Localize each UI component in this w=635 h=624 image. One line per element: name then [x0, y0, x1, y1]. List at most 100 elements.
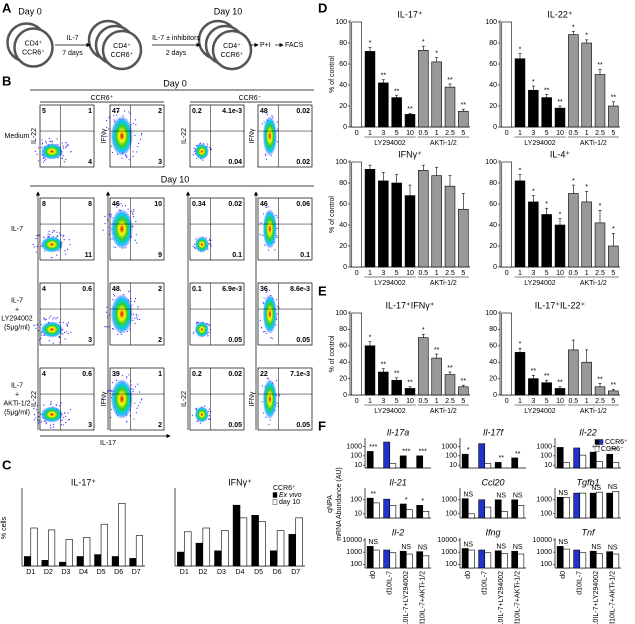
chart-title: IFNγ⁺ [398, 149, 422, 159]
event-dot [265, 112, 268, 114]
event-dot [36, 234, 38, 237]
event-dot [33, 408, 35, 410]
x-tick-label: D6 [114, 569, 123, 576]
event-dot [33, 325, 35, 327]
event-dot [39, 241, 41, 243]
event-dot [62, 147, 65, 149]
legend-title: CCR6⁺ [273, 485, 296, 492]
x-tick-label: d10IL-7+LY294002 [498, 571, 505, 624]
event-dot [35, 251, 37, 253]
bar [514, 58, 526, 128]
event-dot [132, 388, 134, 391]
event-dot [133, 215, 135, 218]
event-dot [207, 335, 209, 337]
significance: ** [461, 378, 467, 385]
event-dot [35, 237, 37, 240]
bar [269, 550, 278, 567]
bar [83, 537, 91, 567]
event-dot [110, 408, 113, 411]
bar [378, 180, 389, 268]
bar [562, 548, 570, 569]
event-dot [194, 246, 196, 249]
event-dot [132, 213, 134, 215]
event-dot [134, 322, 136, 325]
bar [581, 42, 592, 128]
bar [195, 542, 204, 567]
significance: ** [381, 73, 387, 80]
step-label: 7 days [62, 50, 83, 57]
significance: *** [609, 447, 617, 454]
event-dot [66, 324, 68, 326]
event-dot [61, 157, 63, 159]
event-dot [56, 231, 58, 233]
legend-swatch [272, 492, 278, 498]
bar [444, 86, 456, 128]
event-dot [119, 289, 121, 291]
event-dot [45, 158, 47, 160]
significance: NS [463, 541, 473, 548]
significance: NS [558, 490, 568, 497]
significance: NS [418, 545, 428, 552]
significance: ** [434, 347, 440, 354]
x-tick-label: D1 [180, 569, 189, 576]
event-dot [202, 159, 204, 161]
event-dot [264, 331, 266, 333]
event-dot [50, 402, 52, 404]
significance: * [519, 341, 522, 348]
bar [494, 499, 502, 519]
chart-title: Il-17a [387, 427, 410, 437]
y-tick-label: 100 [350, 453, 362, 460]
x-tick-label: d0 [370, 571, 377, 579]
chart-title: IL-17⁺ [397, 9, 423, 19]
event-dot [110, 416, 112, 419]
significance: ** [544, 373, 550, 380]
event-dot [62, 145, 64, 147]
density [40, 321, 63, 338]
event-dot [127, 208, 129, 210]
bar [568, 34, 579, 128]
event-dot [115, 203, 118, 205]
x-tick-label: 1 [368, 130, 372, 137]
bar [458, 386, 469, 396]
event-dot [265, 158, 268, 160]
density [262, 116, 277, 156]
bar [383, 441, 391, 469]
event-dot [192, 332, 194, 335]
bar [573, 492, 581, 519]
bar [389, 463, 397, 469]
event-dot [38, 422, 40, 424]
event-dot [192, 245, 194, 248]
bar [541, 382, 552, 396]
event-dot [106, 306, 108, 308]
event-dot [63, 161, 65, 163]
event-dot [195, 145, 197, 147]
quadrant-value: 8 [42, 201, 46, 208]
quadrant-value: 3 [88, 422, 92, 429]
bar [511, 550, 519, 569]
cell-label: CD4⁺ [113, 43, 131, 50]
event-dot [139, 391, 141, 393]
event-dot [121, 205, 123, 207]
bar [461, 548, 469, 569]
event-dot [48, 340, 50, 342]
x-tick-label: 0.5 [568, 398, 578, 405]
event-dot [70, 151, 72, 153]
quadrant-value: 0.34 [192, 201, 206, 208]
quadrant-value: 2 [158, 286, 162, 293]
y-tick-label: 80 [339, 40, 347, 47]
event-dot [65, 142, 67, 144]
event-dot [49, 233, 51, 236]
x-tick-label: D6 [273, 569, 282, 576]
event-dot [208, 415, 211, 417]
event-dot [39, 159, 41, 161]
x-tick-label: 5 [395, 398, 399, 405]
bar [405, 553, 413, 569]
event-dot [38, 234, 40, 236]
x-tick-label: 0 [355, 130, 359, 137]
event-dot [118, 111, 120, 113]
event-dot [33, 246, 35, 248]
event-dot [109, 232, 111, 234]
x-tick-label: D7 [291, 569, 300, 576]
chart-title: IL-17⁺ [71, 477, 97, 487]
chart-title: Tnf [581, 527, 596, 537]
